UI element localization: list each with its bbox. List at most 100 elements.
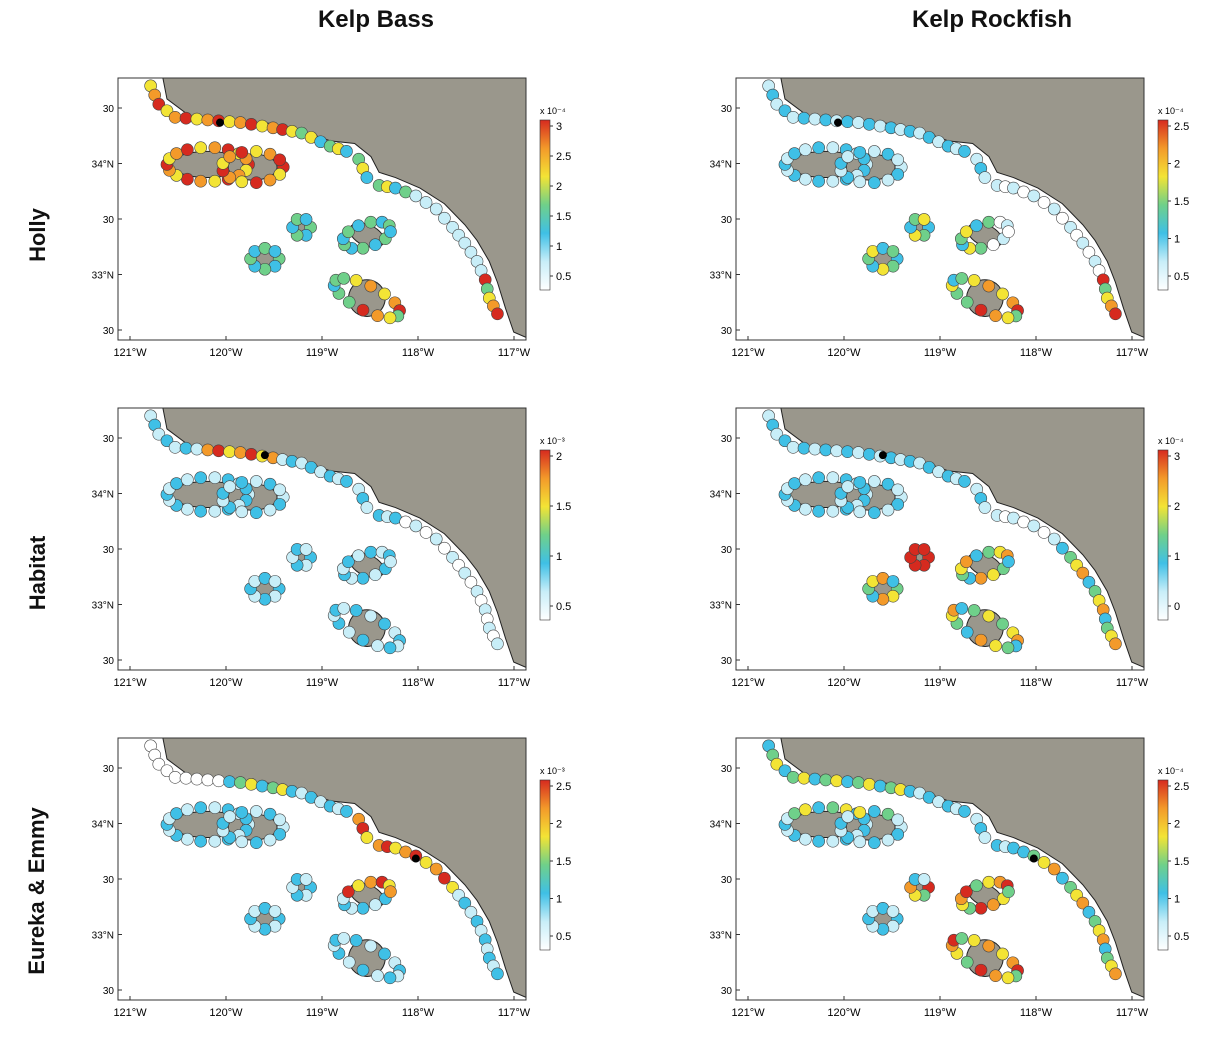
site-marker: [786, 770, 800, 784]
site-marker: [356, 303, 370, 317]
site-marker: [881, 477, 895, 491]
colorbar-tick-label: 2: [556, 181, 562, 193]
site-marker: [464, 245, 478, 259]
release-point: [878, 451, 887, 460]
site-marker: [464, 575, 478, 589]
site-marker: [808, 772, 822, 786]
site-marker: [960, 295, 974, 309]
site-marker: [235, 806, 249, 819]
site-marker: [967, 604, 981, 617]
site-marker: [886, 575, 900, 588]
site-marker: [194, 801, 207, 814]
site-marker: [881, 173, 895, 187]
lat-tick-label: 34°N: [710, 160, 732, 171]
site-marker: [862, 117, 876, 131]
site-marker: [190, 112, 204, 126]
site-marker: [352, 219, 365, 232]
site-marker: [853, 806, 867, 819]
site-marker: [891, 153, 905, 167]
lon-tick-label: 121°W: [731, 1007, 765, 1019]
site-marker: [458, 566, 472, 580]
site-marker: [853, 175, 867, 189]
site-marker: [996, 947, 1009, 961]
colorbar-tick-label: 0.5: [556, 271, 571, 283]
site-marker: [223, 775, 236, 788]
site-marker: [891, 483, 905, 497]
site-marker: [194, 471, 207, 484]
lon-tick-label: 118°W: [402, 677, 435, 689]
site-marker: [852, 116, 865, 129]
site-marker: [438, 541, 451, 555]
site-marker: [960, 955, 974, 969]
site-marker: [168, 110, 182, 124]
site-marker: [223, 115, 236, 128]
site-marker: [371, 639, 384, 653]
site-marker: [1002, 885, 1015, 898]
site-marker: [841, 445, 854, 458]
site-marker: [273, 483, 287, 497]
release-point: [216, 118, 224, 127]
site-marker: [170, 477, 183, 490]
lat-tick-label: 30: [721, 326, 733, 337]
lat-tick-label: 33°N: [92, 601, 114, 612]
lon-tick-label: 120°W: [209, 677, 243, 689]
site-marker: [788, 477, 801, 490]
lat-tick-label: 34°N: [92, 160, 114, 171]
site-marker: [364, 875, 378, 889]
site-marker: [383, 641, 397, 655]
lon-tick-label: 117°W: [1116, 1007, 1149, 1019]
site-marker: [989, 969, 1002, 983]
lon-tick-label: 120°W: [827, 347, 861, 359]
site-marker: [978, 171, 992, 184]
lon-tick-label: 120°W: [827, 677, 861, 689]
colorbar-tick-label: 2.5: [556, 151, 571, 163]
site-marker: [429, 532, 443, 546]
site-marker: [1082, 575, 1096, 589]
lon-tick-label: 121°W: [731, 347, 765, 359]
release-point: [411, 854, 420, 863]
site-marker: [873, 119, 887, 133]
site-marker: [235, 505, 249, 519]
colorbar-tick-label: 2: [1174, 501, 1180, 513]
site-marker: [996, 617, 1009, 631]
site-marker: [788, 807, 801, 820]
site-marker: [263, 147, 277, 161]
colorbar-tick-label: 1: [1174, 894, 1180, 906]
site-marker: [974, 303, 988, 317]
site-marker: [360, 501, 374, 514]
site-marker: [223, 810, 237, 823]
site-marker: [244, 777, 258, 791]
site-marker: [201, 113, 215, 127]
site-marker: [868, 145, 881, 158]
site-marker: [208, 504, 222, 518]
site-marker: [987, 568, 1000, 582]
site-marker: [255, 779, 269, 793]
site-marker: [168, 440, 182, 454]
site-marker: [190, 772, 204, 786]
site-marker: [364, 279, 378, 293]
site-marker: [1056, 211, 1069, 225]
site-marker: [383, 311, 397, 325]
site-marker: [873, 779, 887, 793]
site-marker: [958, 145, 971, 158]
lon-tick-label: 119°W: [924, 1007, 957, 1019]
colorbar-tick-label: 0.5: [1174, 931, 1189, 943]
colorbar: [1157, 779, 1169, 951]
site-marker: [263, 173, 277, 187]
site-marker: [891, 828, 905, 841]
site-marker: [364, 939, 378, 953]
site-marker: [384, 885, 397, 898]
site-marker: [384, 555, 397, 568]
site-marker: [1047, 202, 1061, 216]
site-marker: [190, 442, 204, 456]
site-marker: [982, 939, 996, 953]
lat-tick-label: 30: [721, 656, 733, 667]
site-marker: [342, 625, 356, 639]
site-marker: [853, 835, 867, 849]
site-marker: [974, 963, 988, 977]
site-marker: [974, 633, 988, 647]
site-marker: [974, 241, 988, 255]
site-marker: [830, 444, 843, 458]
site-marker: [208, 471, 222, 484]
site-marker: [841, 150, 855, 163]
